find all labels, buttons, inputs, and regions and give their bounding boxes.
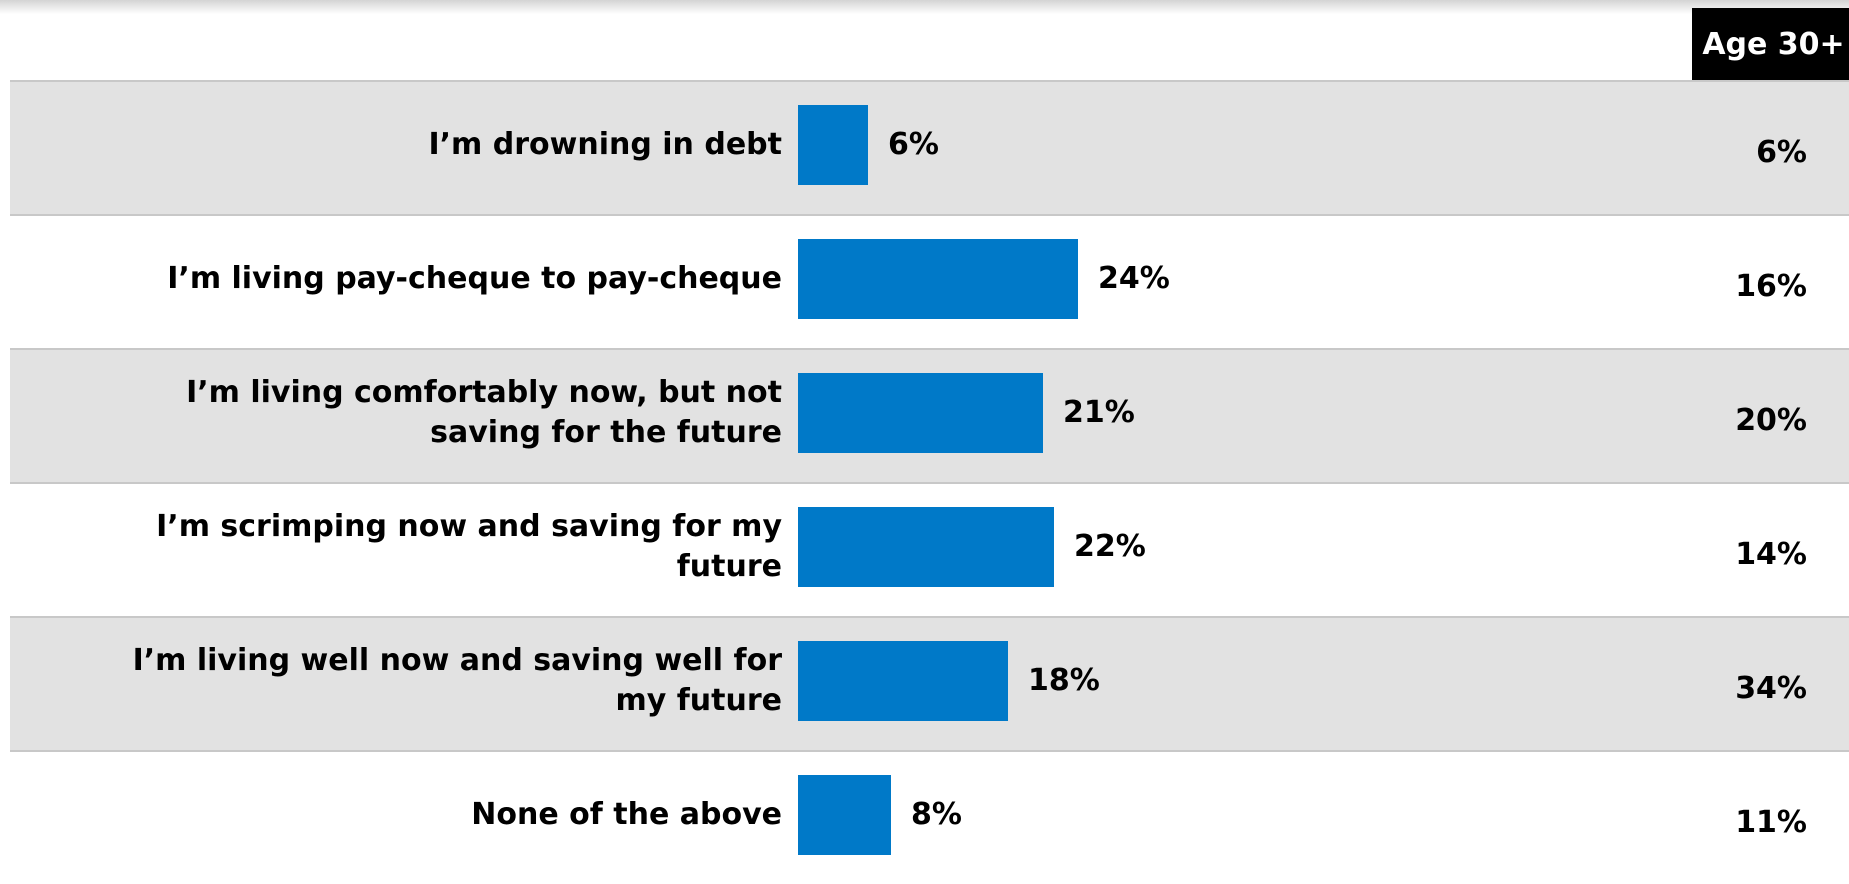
table-row [10,750,1849,884]
age-30-value: 34% [1735,671,1807,706]
table-row [10,482,1849,616]
category-label: I’m scrimping now and saving for my futu… [156,509,782,584]
age-30-value: 20% [1735,403,1807,438]
bar [798,775,891,855]
table-row [10,80,1849,214]
category-label: I’m living pay-cheque to pay-cheque [167,261,782,296]
bar-value-label: 8% [911,797,962,832]
bar-value-label: 22% [1074,529,1146,564]
table-row [10,214,1849,348]
bar [798,373,1043,453]
category-label: I’m drowning in debt [428,127,783,162]
age-30-value: 6% [1756,135,1807,170]
bar [798,641,1008,721]
bar-value-label: 21% [1063,395,1135,430]
category-label: None of the above [471,797,782,832]
age-30-value: 11% [1735,805,1807,840]
bar-chart: I’m drowning in debt 6% 6% I’m living pay-c… [10,80,1849,855]
bar-value-label: 24% [1098,261,1170,296]
bar [798,507,1054,587]
age-30-column-header: Age 30+ [1692,8,1849,80]
bar-value-label: 6% [888,127,939,162]
category-label: I’m living comfortably now, but not savi… [186,375,782,450]
bar [798,105,868,185]
top-shadow [0,0,1849,14]
bar-value-label: 18% [1028,663,1100,698]
age-30-value: 16% [1735,269,1807,304]
category-label: I’m living well now and saving well for … [132,643,782,718]
bar [798,239,1078,319]
age-30-value: 14% [1735,537,1807,572]
